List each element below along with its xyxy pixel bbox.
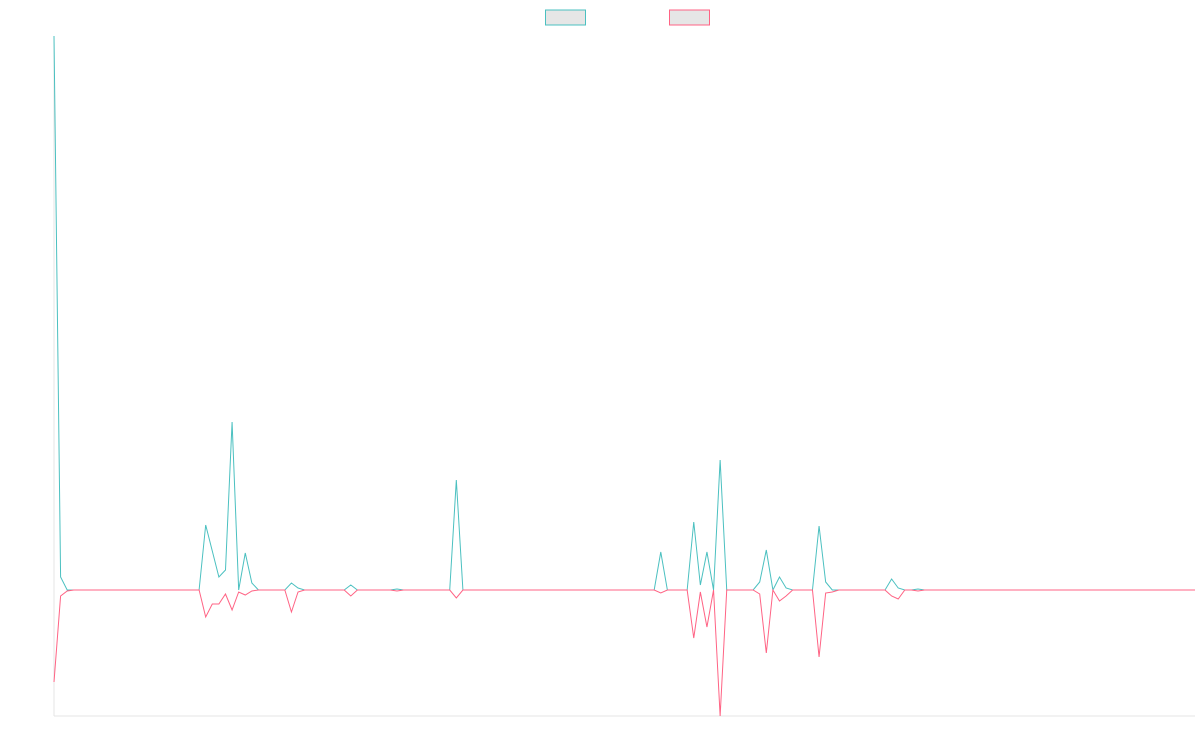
legend-swatch xyxy=(669,9,710,26)
line-series xyxy=(53,588,1195,717)
legend-swatch xyxy=(545,9,586,26)
line-series xyxy=(53,35,1195,592)
